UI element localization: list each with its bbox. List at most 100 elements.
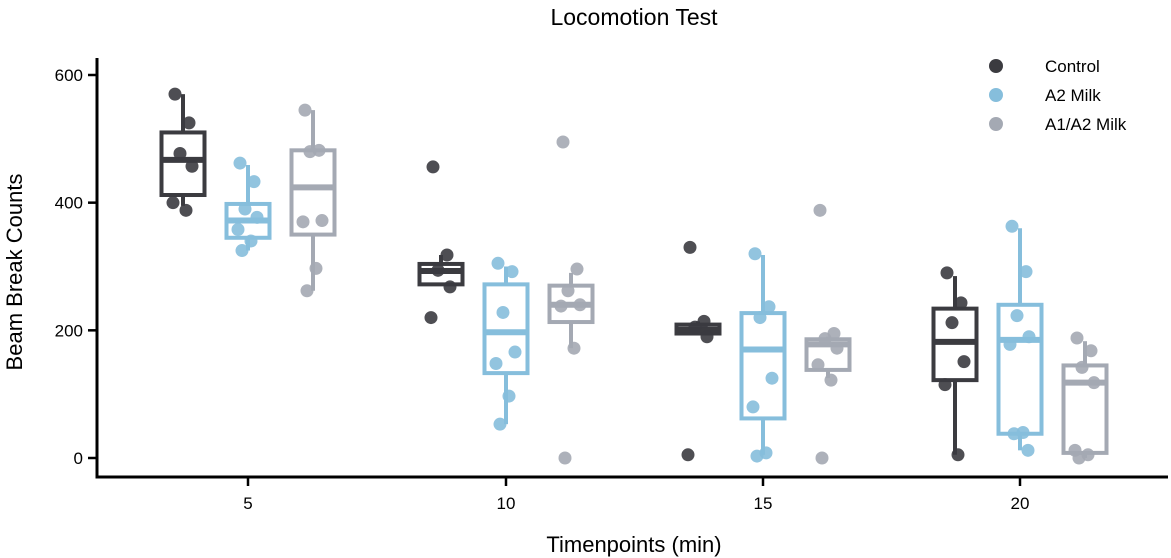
data-point xyxy=(558,451,572,465)
y-tick-label: 0 xyxy=(74,449,83,468)
data-point xyxy=(1075,360,1089,374)
y-tick-label: 400 xyxy=(55,194,83,213)
data-point xyxy=(508,345,522,359)
x-tick-label: 20 xyxy=(1011,494,1030,513)
data-point xyxy=(1005,219,1019,233)
y-tick-label: 200 xyxy=(55,321,83,340)
data-point xyxy=(1021,443,1035,457)
data-point xyxy=(1087,376,1101,390)
data-point xyxy=(185,159,199,173)
data-point xyxy=(830,341,844,355)
box-iqr xyxy=(1061,363,1109,455)
data-point xyxy=(1019,265,1033,279)
data-point xyxy=(426,160,440,174)
data-point xyxy=(938,378,952,392)
box-0-0 xyxy=(159,87,207,217)
data-point xyxy=(813,203,827,217)
legend-item: A1/A2 Milk xyxy=(989,115,1127,134)
data-point xyxy=(750,449,764,463)
box-1-0 xyxy=(224,156,272,258)
box-0-2 xyxy=(674,240,722,462)
data-point xyxy=(489,357,503,371)
data-point xyxy=(1084,344,1098,358)
data-point xyxy=(748,247,762,261)
data-point xyxy=(700,330,714,344)
data-point xyxy=(296,215,310,229)
data-point xyxy=(303,145,317,159)
box-1-3 xyxy=(996,219,1044,457)
data-point xyxy=(233,156,247,170)
data-point xyxy=(753,311,767,325)
box-1-1 xyxy=(482,256,530,431)
data-point xyxy=(502,389,516,403)
chart-title: Locomotion Test xyxy=(550,4,718,30)
box-iqr xyxy=(739,311,787,421)
data-point xyxy=(1070,331,1084,345)
data-point xyxy=(493,417,507,431)
x-tick-label: 15 xyxy=(754,494,773,513)
data-point xyxy=(556,135,570,149)
plot-area xyxy=(159,87,1109,465)
data-point xyxy=(573,298,587,312)
data-point xyxy=(746,400,760,414)
legend-marker xyxy=(989,59,1003,73)
data-point xyxy=(431,263,445,277)
y-tick-label: 600 xyxy=(55,66,83,85)
box-2-0 xyxy=(289,103,337,298)
box-1-2 xyxy=(739,247,787,463)
data-point xyxy=(491,256,505,270)
legend-label: Control xyxy=(1045,57,1100,76)
data-point xyxy=(235,244,249,258)
data-point xyxy=(424,311,438,325)
data-point xyxy=(505,265,519,279)
data-point xyxy=(1003,337,1017,351)
legend-item: A2 Milk xyxy=(989,86,1101,105)
legend-marker xyxy=(989,117,1003,131)
data-point xyxy=(247,175,261,189)
data-point xyxy=(315,214,329,228)
data-point xyxy=(168,87,182,101)
data-point xyxy=(298,103,312,117)
data-point xyxy=(765,371,779,385)
data-point xyxy=(1022,330,1036,344)
data-point xyxy=(811,358,825,372)
data-point xyxy=(957,355,971,369)
legend-item: Control xyxy=(989,57,1100,76)
axes: 0 200 400 600 5 10 15 20 xyxy=(55,58,1168,513)
data-point xyxy=(570,262,584,276)
data-point xyxy=(683,240,697,254)
box-iqr xyxy=(996,302,1044,436)
data-point xyxy=(940,266,954,280)
data-point xyxy=(238,202,252,216)
data-point xyxy=(309,261,323,275)
data-point xyxy=(182,116,196,130)
data-point xyxy=(166,196,180,210)
data-point xyxy=(440,248,454,262)
data-point xyxy=(815,451,829,465)
legend-marker xyxy=(989,88,1003,102)
x-axis-label: Timenpoints (min) xyxy=(546,532,721,557)
data-point xyxy=(954,296,968,310)
y-axis-label: Beam Break Counts xyxy=(2,174,27,371)
box-2-1 xyxy=(547,135,595,465)
data-point xyxy=(250,210,264,224)
data-point xyxy=(567,341,581,355)
box-2-3 xyxy=(1061,331,1109,465)
data-point xyxy=(762,300,776,314)
box-2-2 xyxy=(804,203,852,465)
data-point xyxy=(496,305,510,319)
x-tick-label: 10 xyxy=(497,494,516,513)
data-point xyxy=(681,448,695,462)
data-point xyxy=(244,234,258,248)
data-point xyxy=(688,320,702,334)
x-tick-label: 5 xyxy=(243,494,252,513)
data-point xyxy=(1007,427,1021,441)
legend-label: A1/A2 Milk xyxy=(1045,115,1127,134)
data-point xyxy=(945,316,959,330)
data-point xyxy=(951,448,965,462)
data-point xyxy=(173,147,187,161)
box-0-1 xyxy=(417,160,465,325)
data-point xyxy=(561,284,575,298)
data-point xyxy=(818,332,832,346)
box-0-3 xyxy=(931,266,979,462)
